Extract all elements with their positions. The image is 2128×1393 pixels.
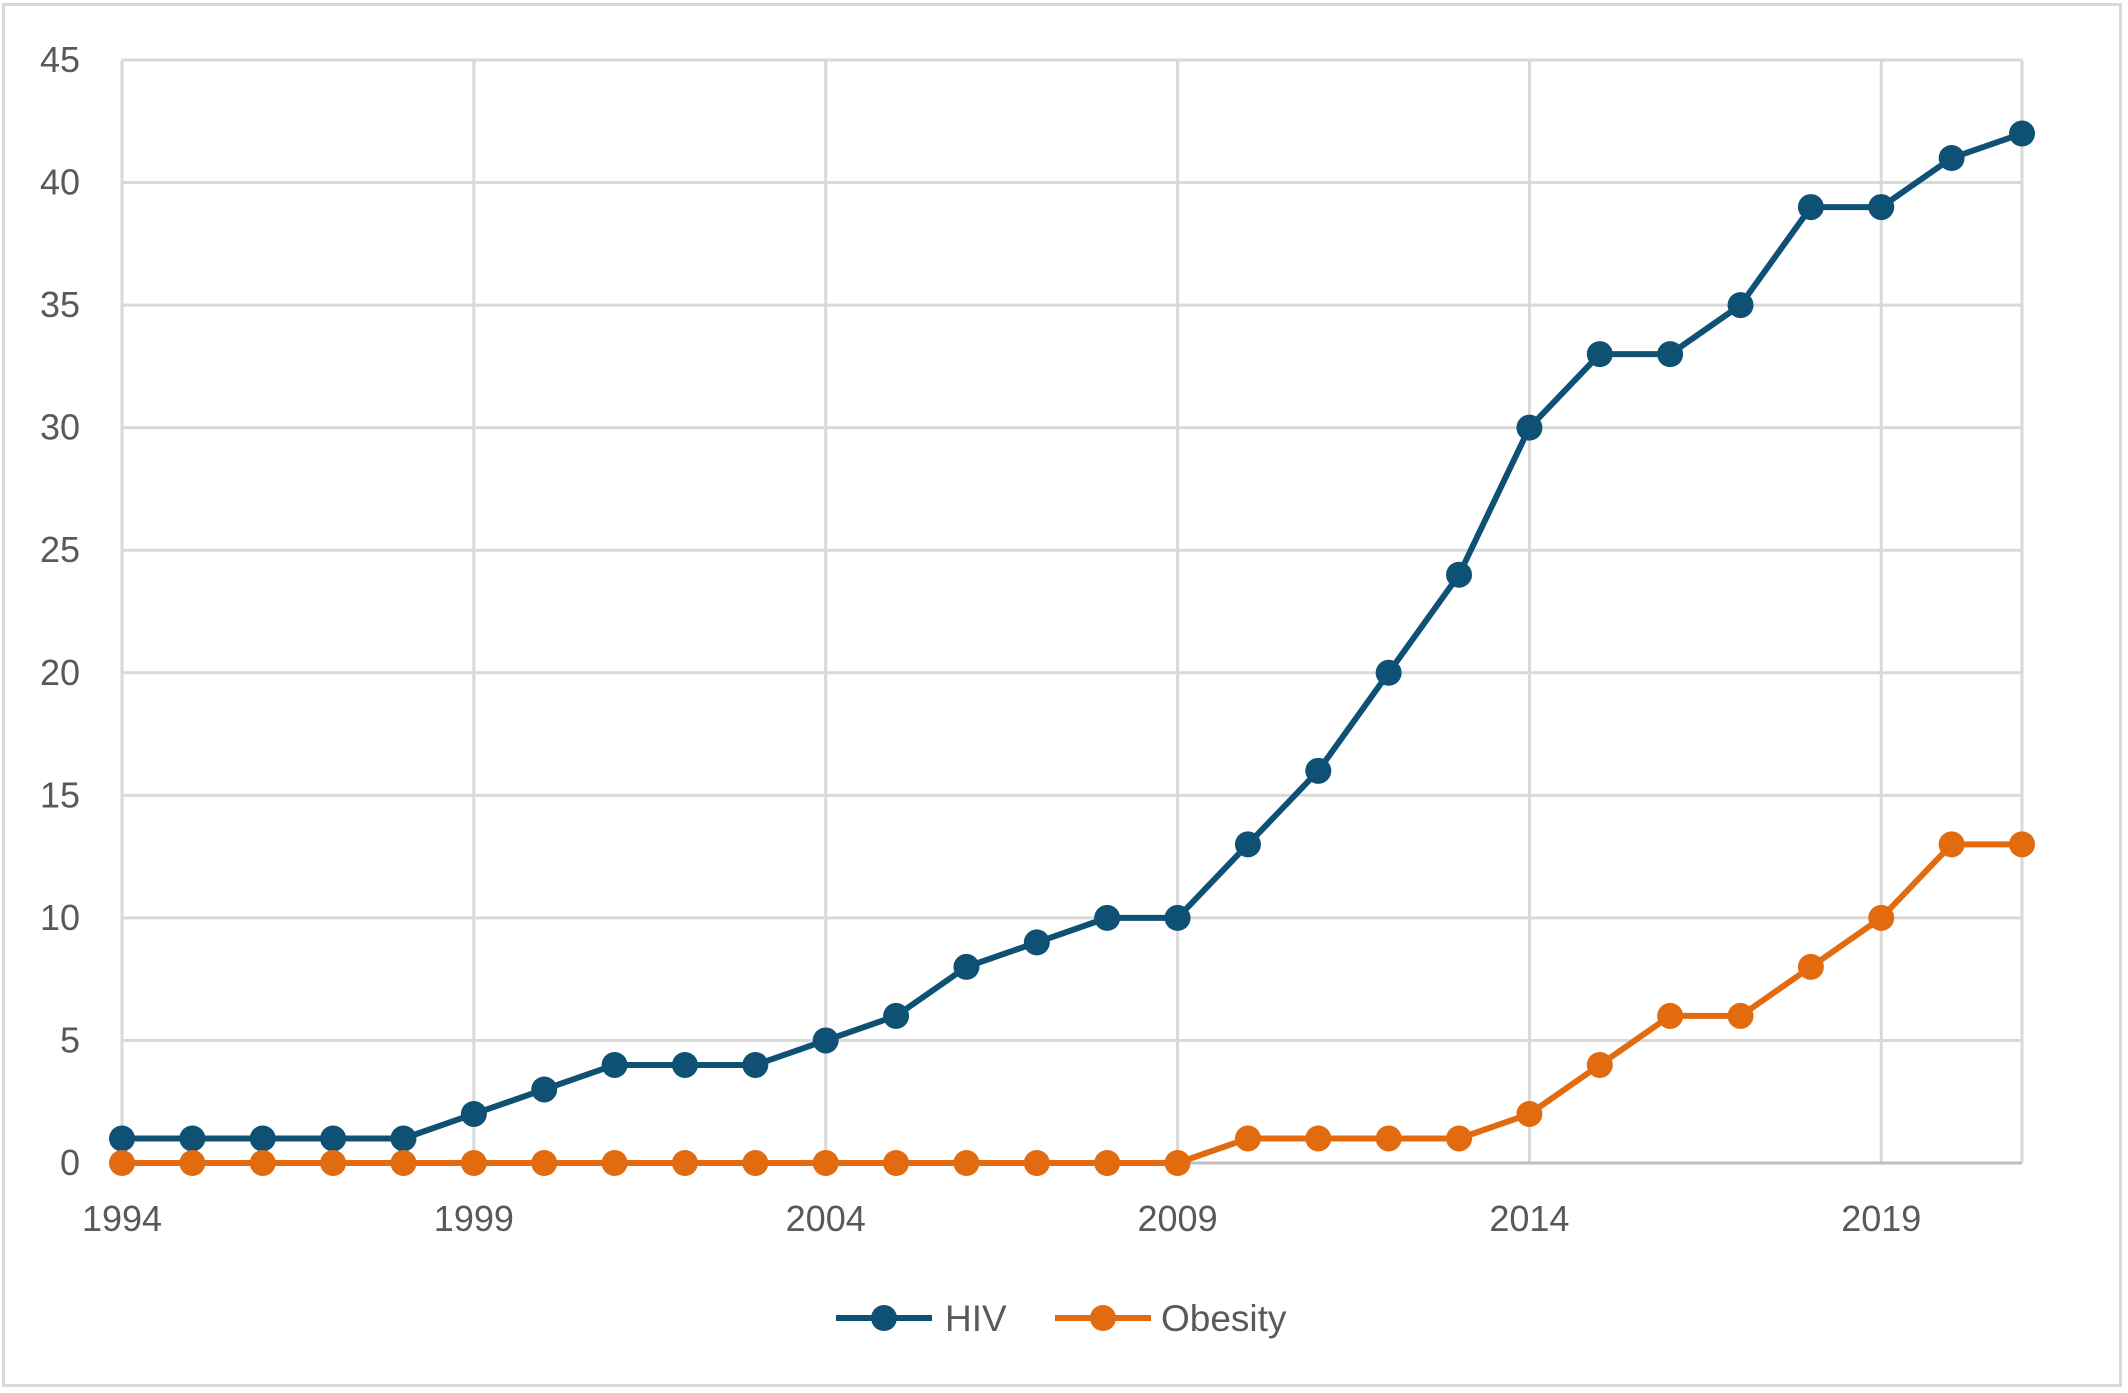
data-point-hiv — [460, 1100, 487, 1127]
data-point-obesity — [109, 1150, 135, 1176]
data-point-obesity — [812, 1150, 839, 1176]
x-tick-label: 1994 — [82, 1198, 162, 1239]
data-point-obesity — [2009, 831, 2035, 858]
data-point-obesity — [1164, 1150, 1191, 1176]
legend-marker-obesity — [1090, 1305, 1116, 1331]
data-point-obesity — [1797, 953, 1824, 980]
y-axis-tick-labels: 0 5 10 15 20 25 30 35 40 45 — [40, 39, 80, 1183]
y-tick-label: 30 — [40, 407, 80, 448]
data-point-obesity — [1023, 1150, 1050, 1176]
data-point-hiv — [2009, 120, 2035, 147]
data-point-hiv — [109, 1125, 135, 1152]
data-point-hiv — [390, 1125, 417, 1152]
y-tick-label: 0 — [60, 1142, 80, 1183]
data-point-obesity — [460, 1150, 487, 1176]
data-point-hiv — [1094, 904, 1121, 931]
data-point-hiv — [812, 1027, 839, 1054]
data-point-obesity — [883, 1150, 910, 1176]
gridlines — [120, 58, 2024, 1163]
data-point-hiv — [1375, 659, 1402, 686]
legend: HIV Obesity — [836, 1298, 1287, 1339]
data-point-obesity — [742, 1150, 769, 1176]
y-tick-label: 45 — [40, 39, 80, 80]
series-line-hiv — [119, 130, 2025, 1142]
x-tick-label: 1999 — [434, 1198, 514, 1239]
chart-area — [2, 3, 2122, 1387]
data-point-obesity — [1516, 1100, 1543, 1127]
data-point-hiv — [1023, 929, 1050, 956]
data-point-hiv — [1727, 292, 1754, 319]
x-tick-label: 2004 — [786, 1198, 866, 1239]
data-point-hiv — [531, 1076, 558, 1103]
y-tick-label: 15 — [40, 774, 80, 815]
y-tick-label: 10 — [40, 897, 80, 938]
y-tick-label: 5 — [60, 1019, 80, 1060]
data-point-hiv — [742, 1051, 769, 1078]
data-point-obesity — [531, 1150, 558, 1176]
data-point-hiv — [1164, 904, 1191, 931]
y-tick-label: 20 — [40, 652, 80, 693]
data-point-obesity — [179, 1150, 206, 1176]
data-point-obesity — [1938, 831, 1965, 858]
data-point-obesity — [1868, 904, 1895, 931]
data-point-hiv — [1868, 194, 1895, 221]
x-tick-label: 2009 — [1138, 1198, 1218, 1239]
data-point-hiv — [320, 1125, 347, 1152]
data-point-hiv — [249, 1125, 276, 1152]
legend-label-hiv: HIV — [945, 1298, 1007, 1339]
y-tick-label: 35 — [40, 284, 80, 325]
x-axis-tick-labels: 1994 1999 2004 2009 2014 2019 — [82, 1198, 1921, 1239]
data-point-hiv — [1446, 561, 1473, 588]
data-point-obesity — [1446, 1125, 1473, 1152]
data-point-obesity — [1657, 1002, 1684, 1029]
data-point-hiv — [883, 1002, 910, 1029]
data-point-hiv — [1305, 757, 1332, 784]
x-tick-label: 2014 — [1489, 1198, 1569, 1239]
data-series — [109, 120, 2035, 1176]
legend-marker-hiv — [871, 1305, 897, 1331]
data-point-hiv — [1516, 414, 1543, 441]
data-point-obesity — [1375, 1125, 1402, 1152]
data-point-hiv — [671, 1051, 698, 1078]
data-point-obesity — [671, 1150, 698, 1176]
data-point-hiv — [179, 1125, 206, 1152]
data-point-obesity — [320, 1150, 347, 1176]
x-tick-label: 2019 — [1841, 1198, 1921, 1239]
data-point-obesity — [1305, 1125, 1332, 1152]
data-point-obesity — [249, 1150, 276, 1176]
legend-label-obesity: Obesity — [1161, 1298, 1287, 1339]
data-point-hiv — [601, 1051, 628, 1078]
data-point-hiv — [953, 953, 980, 980]
data-point-obesity — [1727, 1002, 1754, 1029]
data-point-hiv — [1797, 194, 1824, 221]
y-tick-label: 40 — [40, 162, 80, 203]
data-point-obesity — [1234, 1125, 1261, 1152]
data-point-hiv — [1657, 341, 1684, 368]
data-point-hiv — [1938, 145, 1965, 172]
data-point-hiv — [1234, 831, 1261, 858]
data-point-obesity — [601, 1150, 628, 1176]
data-point-obesity — [1094, 1150, 1121, 1176]
data-point-obesity — [953, 1150, 980, 1176]
y-tick-label: 25 — [40, 529, 80, 570]
series-line-obesity — [119, 841, 2025, 1166]
data-point-hiv — [1586, 341, 1613, 368]
data-point-obesity — [390, 1150, 417, 1176]
data-point-obesity — [1586, 1051, 1613, 1078]
